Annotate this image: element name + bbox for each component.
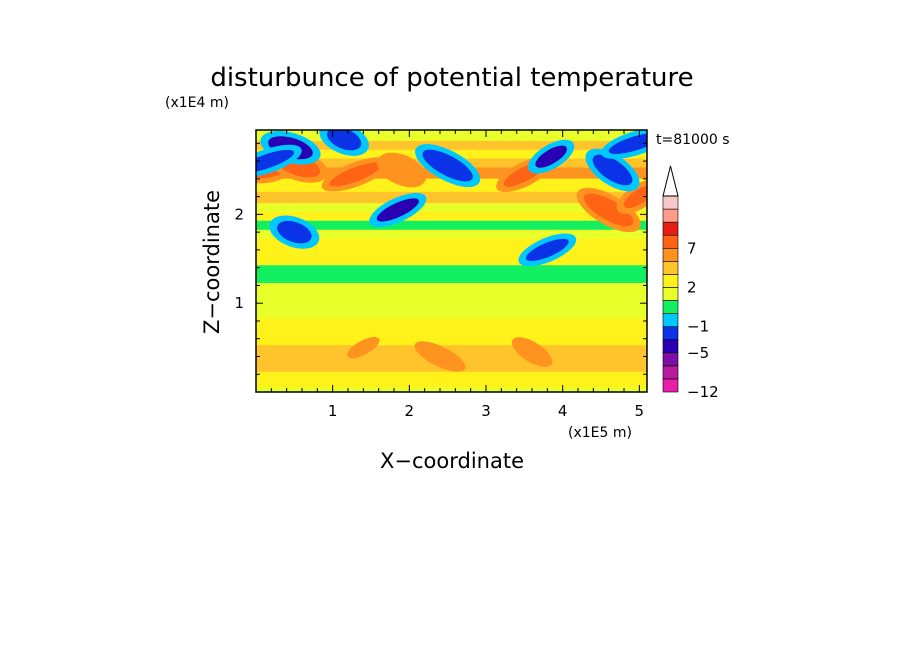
colorbar-swatch bbox=[662, 287, 679, 301]
colorbar-label: 7 bbox=[687, 239, 697, 257]
x-tick-label: 4 bbox=[558, 402, 568, 420]
contour-blob bbox=[422, 149, 473, 182]
x-tick-label: 3 bbox=[481, 402, 491, 420]
contour-blob bbox=[623, 185, 647, 209]
colorbar-swatch bbox=[662, 247, 679, 262]
colorbar-swatch bbox=[662, 326, 679, 341]
x-tick-label: 2 bbox=[405, 402, 415, 420]
contour-blob bbox=[525, 238, 569, 261]
contour-blob bbox=[592, 154, 633, 186]
colorbar-swatch bbox=[662, 352, 679, 367]
colorbar-label: −12 bbox=[687, 383, 719, 401]
contour-blob bbox=[376, 198, 419, 222]
colorbar-swatch bbox=[662, 365, 679, 380]
contour-blob bbox=[256, 149, 295, 173]
colorbar-swatch bbox=[662, 274, 679, 288]
contour-band bbox=[256, 130, 647, 141]
contour-blob bbox=[414, 341, 466, 372]
colorbar-swatch bbox=[662, 208, 679, 223]
colorbar-label: −1 bbox=[687, 318, 709, 336]
colorbar-label: 2 bbox=[687, 278, 697, 296]
x-tick-label: 1 bbox=[328, 402, 338, 420]
contour-blob bbox=[384, 158, 419, 182]
x-axis-title: X−coordinate bbox=[380, 449, 524, 473]
contour-blob bbox=[583, 193, 634, 227]
colorbar-extend-arrow bbox=[662, 165, 679, 197]
contour-blob bbox=[608, 132, 647, 154]
colorbar: −12−5−127 bbox=[662, 165, 719, 401]
plot-area bbox=[256, 130, 647, 392]
colorbar-swatch bbox=[662, 339, 679, 354]
colorbar-label: −5 bbox=[687, 344, 709, 362]
colorbar-swatch bbox=[662, 313, 679, 327]
contour-blobs bbox=[256, 130, 647, 372]
colorbar-swatch bbox=[662, 221, 679, 236]
y-tick-label: 2 bbox=[234, 205, 244, 223]
y-scale-label: (x1E4 m) bbox=[165, 95, 229, 111]
contour-blob bbox=[277, 220, 312, 244]
contour-blob bbox=[327, 130, 362, 151]
contour-blob bbox=[511, 337, 553, 367]
chart-title: disturbunce of potential temperature bbox=[210, 63, 693, 93]
contour-blob bbox=[329, 162, 382, 187]
x-scale-label: (x1E5 m) bbox=[568, 425, 632, 441]
contour-blob bbox=[347, 336, 380, 359]
colorbar-swatch bbox=[662, 261, 679, 275]
colorbar-swatch bbox=[662, 300, 679, 314]
colorbar-swatch bbox=[662, 234, 679, 249]
plot-frame bbox=[255, 129, 648, 393]
contour-blob bbox=[535, 145, 568, 168]
y-tick-label: 1 bbox=[234, 294, 244, 312]
colorbar-swatch bbox=[662, 378, 679, 393]
colorbar-swatch bbox=[662, 195, 679, 210]
axis-ticks: 1 2 3 4 5 1 2 bbox=[234, 130, 647, 420]
time-label: t=81000 s bbox=[656, 132, 730, 148]
y-axis-title: Z−coordinate bbox=[200, 190, 224, 334]
x-tick-label: 5 bbox=[635, 402, 645, 420]
